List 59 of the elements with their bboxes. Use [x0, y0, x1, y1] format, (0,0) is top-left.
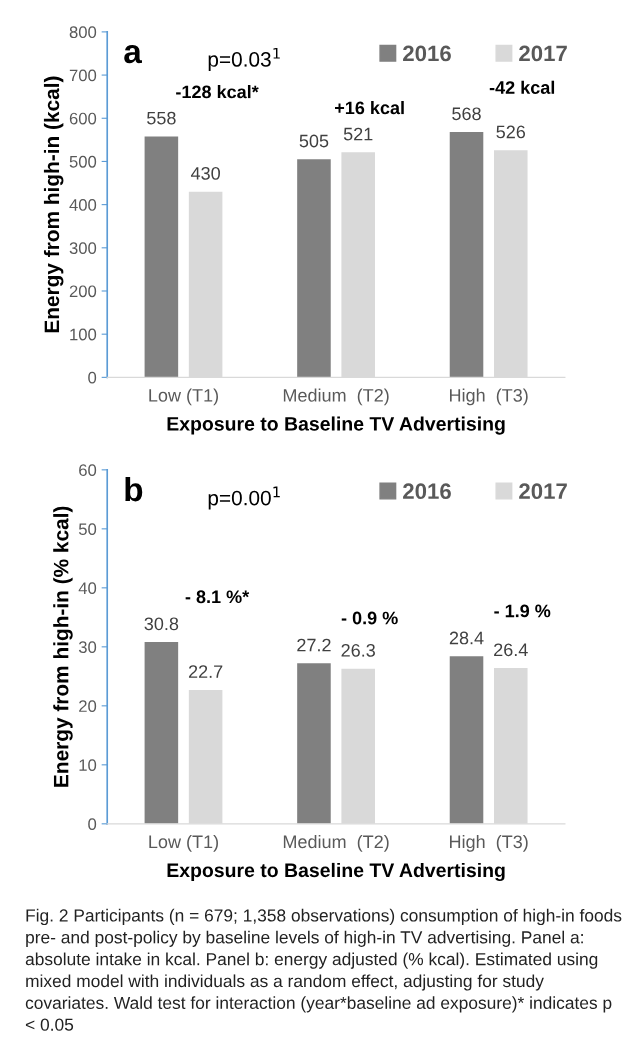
annotation: p=0.03$^{1}$	[208, 47, 280, 71]
y-axis-title: Energy from high-in (% kcal)	[53, 506, 73, 787]
x-tick-label: High (T3)	[449, 834, 528, 852]
annotation: -128 kcal*	[176, 85, 259, 99]
chart-title: a	[124, 45, 142, 64]
y-tick-label: 300	[69, 242, 97, 255]
bar	[449, 656, 484, 824]
x-tick-label: Low (T1)	[149, 834, 218, 852]
x-tick-label: Medium (T2)	[283, 388, 389, 406]
y-tick-label: 100	[70, 328, 97, 341]
x-tick-label: High (T3)	[449, 388, 528, 406]
data-label: 28.4	[449, 631, 484, 645]
bar	[449, 132, 484, 378]
bar	[297, 663, 331, 824]
y-tick-label: 600	[69, 112, 97, 125]
y-tick-label: 800	[69, 26, 97, 39]
annotation: - 1.9 %	[494, 604, 551, 618]
annotation: p=0.00$^{1}$	[208, 486, 280, 510]
legend-label: 2017	[519, 483, 567, 500]
y-axis-title: Energy from high-in (kcal)	[43, 76, 64, 333]
data-label: 22.7	[188, 665, 223, 678]
bar	[297, 159, 331, 378]
y-tick-label: 500	[69, 155, 97, 168]
x-axis-title: Exposure to Baseline TV Advertising	[167, 416, 505, 435]
data-label: 430	[190, 166, 220, 180]
y-tick-label: 40	[78, 582, 97, 595]
y-tick-label: 60	[79, 464, 97, 477]
annotation: -42 kcal	[489, 80, 555, 94]
bar	[144, 642, 179, 824]
data-label: 26.3	[341, 643, 375, 657]
y-tick-label: 0	[88, 371, 97, 384]
data-label: 568	[452, 107, 481, 121]
data-label: 30.8	[144, 617, 179, 631]
y-tick-label: 30	[78, 641, 97, 654]
data-label: 505	[299, 134, 329, 148]
data-label: 27.2	[297, 638, 331, 652]
y-tick-label: 700	[69, 69, 97, 82]
bar	[144, 136, 179, 378]
x-tick-label: Medium (T2)	[283, 834, 389, 852]
legend-label: 2016	[403, 45, 451, 62]
y-tick-label: 50	[78, 523, 97, 536]
x-tick-label: Low (T1)	[149, 388, 218, 406]
caption: Fig. 2 Participants (n = 679; 1,358 observations) consumption of high-in foods pre- and post-policy by baseline levels of high-in TV advertising. Panel a: absolute intake in kcal. Panel b: energy adjusted (% kcal). Estimated using mixed model with individuals as a random effect, adjusting for study covariates. Wald test for interaction (year*baseline ad exposure)* indicates p < 0.05	[25, 908, 622, 1031]
annotation: - 8.1 %*	[185, 590, 250, 604]
data-label: 558	[147, 111, 176, 125]
legend-label: 2016	[403, 483, 451, 500]
y-tick-label: 200	[69, 285, 97, 298]
annotation: +16 kcal	[335, 101, 404, 115]
y-tick-label: 10	[79, 759, 97, 772]
y-tick-label: 20	[79, 700, 97, 713]
y-tick-label: 400	[69, 199, 97, 211]
annotation: - 0.9 %	[341, 611, 398, 625]
data-label: 526	[496, 125, 526, 139]
legend-label: 2017	[519, 45, 567, 62]
chart-title: b	[125, 476, 143, 502]
x-axis-title: Exposure to Baseline TV Advertising	[167, 862, 505, 882]
y-tick-label: 0	[88, 818, 97, 831]
data-label: 521	[343, 127, 373, 141]
data-label: 26.4	[494, 643, 528, 657]
